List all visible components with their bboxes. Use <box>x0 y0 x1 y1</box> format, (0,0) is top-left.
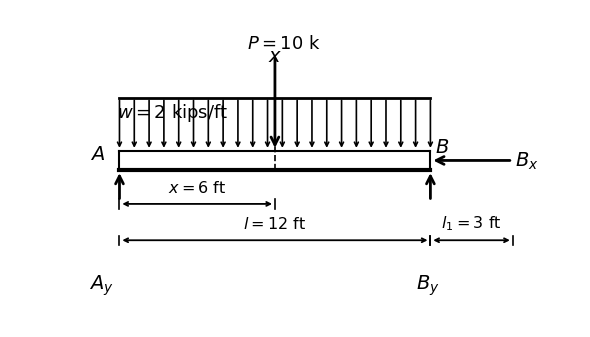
Text: $B_y$: $B_y$ <box>417 273 440 298</box>
Text: $l_1 = 3\ \mathrm{ft}$: $l_1 = 3\ \mathrm{ft}$ <box>441 214 502 233</box>
Text: $P = 10\ \mathrm{k}$: $P = 10\ \mathrm{k}$ <box>247 35 321 53</box>
Text: $l = 12\ \mathrm{ft}$: $l = 12\ \mathrm{ft}$ <box>243 216 307 233</box>
Text: $B$: $B$ <box>435 139 449 157</box>
Text: $x$: $x$ <box>268 49 282 66</box>
Text: $A$: $A$ <box>90 146 105 164</box>
Text: $w = 2\ \mathrm{kips/ft}$: $w = 2\ \mathrm{kips/ft}$ <box>117 102 228 124</box>
Text: $B_x$: $B_x$ <box>515 150 539 172</box>
Text: $A_y$: $A_y$ <box>89 273 113 298</box>
Text: $x = 6\ \mathrm{ft}$: $x = 6\ \mathrm{ft}$ <box>168 180 227 197</box>
